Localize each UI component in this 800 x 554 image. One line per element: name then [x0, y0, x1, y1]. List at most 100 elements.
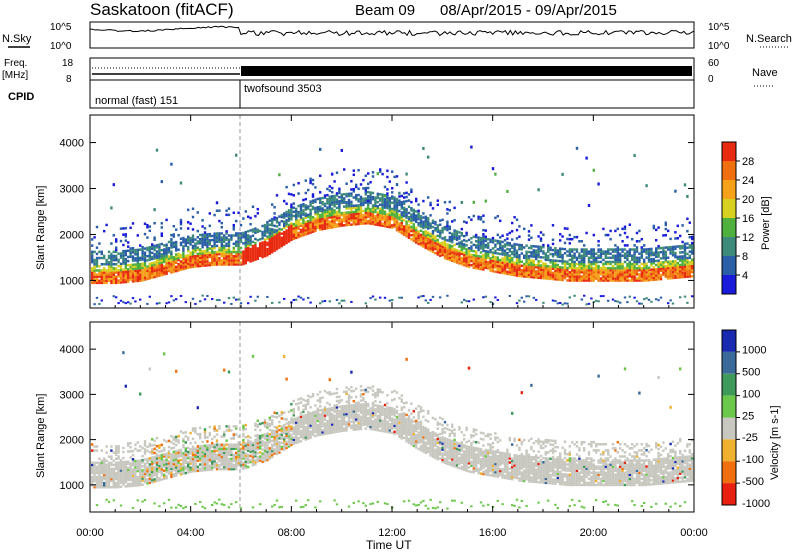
- power-cell: [146, 254, 149, 258]
- power-cell: [225, 263, 228, 266]
- power-cell: [518, 256, 521, 259]
- power-cell: [316, 197, 319, 201]
- power-cell: [239, 236, 243, 239]
- velocity-cell: [141, 479, 144, 482]
- power-cell: [691, 260, 694, 264]
- power-cell: [227, 297, 231, 300]
- power-cell: [628, 223, 631, 226]
- velocity-cell: [163, 447, 166, 450]
- power-cell: [295, 234, 298, 238]
- power-cell: [314, 198, 317, 202]
- power-cell: [362, 218, 365, 221]
- velocity-cell: [213, 466, 216, 469]
- velocity-cell: [127, 468, 130, 472]
- power-cell: [460, 244, 463, 247]
- velocity-cell: [196, 453, 199, 456]
- nsearch-label: N.Search: [746, 33, 792, 45]
- power-cell: [460, 258, 463, 262]
- power-cell: [177, 267, 180, 270]
- power-cell: [345, 207, 348, 210]
- power-cell: [388, 180, 391, 183]
- power-cell: [439, 244, 442, 247]
- velocity-cell: [254, 422, 257, 425]
- power-cell: [592, 275, 595, 278]
- power-cell: [112, 275, 115, 278]
- power-cell: [290, 238, 293, 242]
- power-cell: [681, 261, 684, 264]
- power-cell: [223, 248, 226, 252]
- power-cell: [103, 281, 106, 285]
- velocity-cell: [131, 464, 135, 467]
- velocity-cell: [105, 463, 108, 467]
- power-cell: [194, 246, 197, 250]
- power-cell: [184, 301, 187, 304]
- velocity-cell: [194, 455, 197, 459]
- velocity-cell: [194, 431, 197, 434]
- power-cell: [412, 210, 415, 214]
- velocity-cell: [177, 453, 180, 456]
- power-cell: [220, 263, 223, 266]
- power-cell: [482, 220, 485, 224]
- power-cell: [215, 209, 219, 212]
- power-cell: [309, 231, 312, 234]
- velocity-cell: [218, 465, 221, 469]
- power-cell: [203, 264, 207, 267]
- power-cell: [674, 247, 677, 251]
- power-cell: [554, 265, 557, 269]
- velocity-cell: [215, 447, 219, 451]
- power-cell: [172, 268, 175, 271]
- power-cell: [261, 233, 264, 236]
- power-cell: [583, 273, 586, 276]
- velocity-cell: [110, 463, 113, 467]
- power-cell: [249, 251, 252, 255]
- power-cell: [453, 219, 456, 222]
- power-cell: [575, 266, 579, 270]
- power-cell: [561, 276, 564, 280]
- power-cell: [691, 274, 694, 278]
- power-cell: [189, 241, 192, 244]
- power-cell: [549, 265, 552, 268]
- power-cell: [578, 279, 581, 282]
- power-cell: [477, 242, 480, 246]
- velocity-cell: [136, 461, 139, 465]
- power-cell: [369, 201, 372, 205]
- power-cell: [674, 262, 677, 265]
- velocity-cell: [151, 478, 154, 482]
- power-cell: [136, 250, 139, 254]
- power-cell: [470, 245, 473, 248]
- power-cell: [556, 259, 559, 263]
- power-cell: [647, 276, 651, 280]
- velocity-cell: [225, 447, 228, 451]
- velocity-cell: [131, 449, 135, 453]
- power-cell: [427, 233, 430, 236]
- power-cell: [283, 237, 286, 240]
- power-cell: [503, 272, 507, 275]
- power-cell: [309, 181, 312, 185]
- power-cell: [283, 239, 286, 242]
- velocity-cell: [201, 446, 204, 450]
- velocity-cell: [163, 438, 166, 442]
- power-cell: [403, 196, 406, 199]
- power-cell: [179, 268, 183, 271]
- power-cell: [451, 232, 454, 236]
- power-cell: [105, 262, 108, 266]
- power-cell: [151, 247, 154, 250]
- power-cell: [571, 264, 574, 268]
- power-cell: [647, 272, 651, 276]
- power-cell: [592, 271, 595, 274]
- power-cell: [547, 271, 550, 274]
- power-cell: [671, 302, 675, 305]
- power-cell: [208, 255, 211, 259]
- power-cell: [623, 275, 627, 278]
- velocity-cell: [139, 479, 142, 483]
- power-cell: [623, 273, 627, 276]
- power-cell: [155, 302, 159, 305]
- power-cell: [271, 244, 274, 248]
- power-cell: [580, 258, 583, 262]
- velocity-cell: [263, 433, 267, 436]
- power-cell: [499, 258, 502, 262]
- power-cell: [405, 210, 408, 213]
- velocity-cell: [122, 351, 125, 355]
- velocity-cell: [266, 458, 269, 462]
- power-cell: [599, 271, 603, 274]
